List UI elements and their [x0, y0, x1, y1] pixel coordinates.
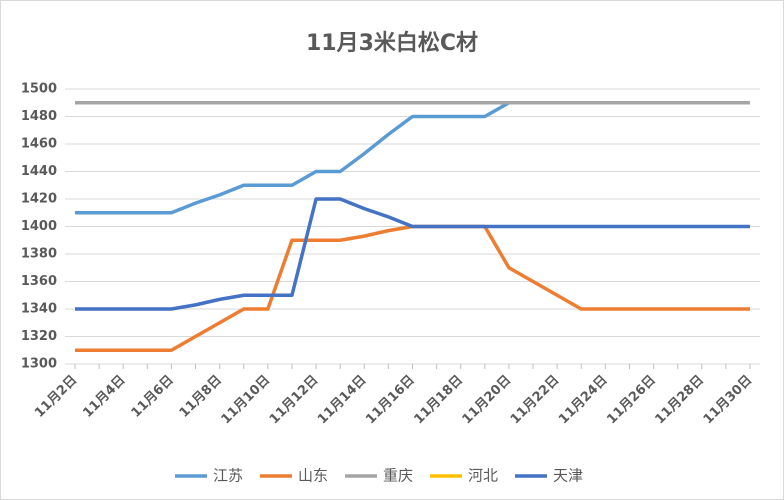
y-tick-label: 1500	[21, 82, 57, 97]
legend-label: 河北	[468, 467, 498, 485]
y-tick-label: 1480	[21, 109, 57, 124]
y-tick-label: 1340	[21, 302, 57, 317]
y-tick-label: 1300	[21, 357, 57, 372]
chart-title: 11月3米白松C材	[306, 30, 478, 56]
y-tick-label: 1420	[21, 192, 57, 207]
y-tick-label: 1360	[21, 274, 57, 289]
y-tick-label: 1320	[21, 329, 57, 344]
legend-label: 天津	[553, 467, 583, 485]
series-line	[75, 197, 750, 311]
y-tick-label: 1400	[21, 219, 57, 234]
legend-label: 山东	[298, 467, 328, 485]
legend-label: 重庆	[383, 467, 413, 485]
y-tick-label: 1380	[21, 247, 57, 262]
y-tick-label: 1460	[21, 137, 57, 152]
legend-label: 江苏	[213, 467, 243, 485]
y-tick-label: 1440	[21, 164, 57, 179]
